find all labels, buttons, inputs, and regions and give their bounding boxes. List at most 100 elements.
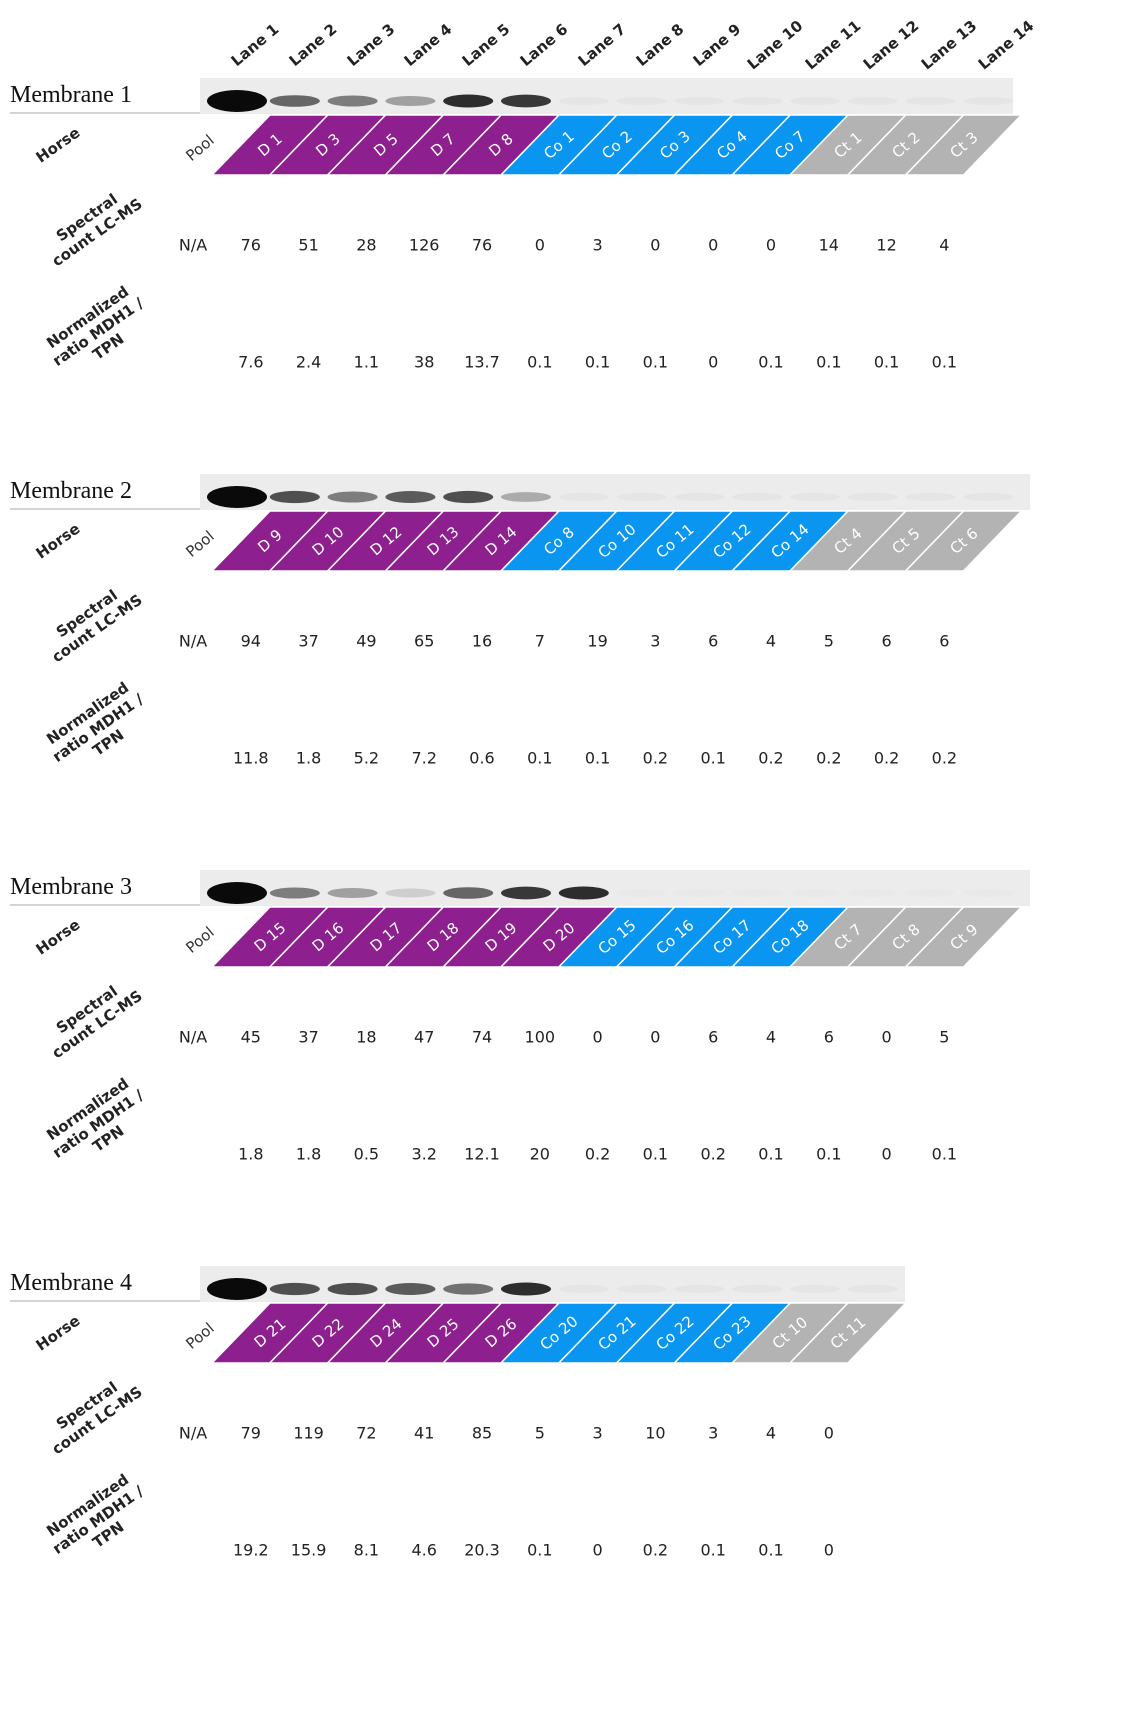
normalized-ratio: 0.2 bbox=[758, 748, 784, 768]
spectral-count: 6 bbox=[823, 1027, 834, 1047]
spectral-count: 85 bbox=[471, 1423, 493, 1443]
normalized-ratio: 0.1 bbox=[642, 1144, 669, 1164]
spectral-count: 18 bbox=[356, 1027, 377, 1047]
blot-band bbox=[501, 94, 551, 108]
blot-band bbox=[616, 888, 667, 898]
spectral-count: 41 bbox=[414, 1423, 435, 1443]
spectral-count: 4 bbox=[939, 235, 950, 255]
normalized-ratio: 0.2 bbox=[931, 748, 958, 768]
spectral-count: 0 bbox=[650, 235, 661, 255]
normalized-ratio: 0.1 bbox=[758, 1144, 784, 1164]
normalized-ratio: 20 bbox=[529, 1144, 550, 1164]
membrane-title: Membrane 1 bbox=[10, 82, 132, 108]
spectral-count: 72 bbox=[356, 1423, 377, 1443]
blot-band bbox=[674, 888, 725, 898]
blot-band bbox=[790, 96, 840, 106]
normalized-ratio: 0.2 bbox=[816, 748, 842, 768]
blot-band bbox=[732, 492, 783, 502]
blot bbox=[200, 474, 1030, 510]
blot-band bbox=[732, 888, 783, 898]
normalized-ratio: 0.2 bbox=[873, 748, 900, 768]
normalized-ratio: 0.1 bbox=[931, 1144, 958, 1164]
spectral-count: 0 bbox=[592, 1027, 603, 1047]
blot-band bbox=[207, 90, 267, 112]
spectral-count: 37 bbox=[298, 631, 319, 651]
blot-band bbox=[327, 887, 378, 899]
normalized-ratio: 1.8 bbox=[295, 1144, 322, 1164]
normalized-ratio: 13.7 bbox=[464, 352, 500, 372]
spectral-count: N/A bbox=[178, 631, 208, 651]
blot-band bbox=[674, 492, 725, 502]
spectral-count: 0 bbox=[823, 1423, 834, 1443]
membrane-title: Membrane 4 bbox=[10, 1270, 132, 1296]
blot-band bbox=[269, 490, 320, 504]
blot bbox=[200, 870, 1030, 906]
normalized-ratio: 0.1 bbox=[758, 1540, 784, 1560]
normalized-ratio: 0.1 bbox=[816, 352, 842, 372]
normalized-ratio: 0.1 bbox=[816, 1144, 842, 1164]
spectral-count: 126 bbox=[408, 235, 440, 255]
horse-cell bbox=[903, 114, 1024, 176]
spectral-count: 10 bbox=[645, 1423, 666, 1443]
normalized-ratio: 19.2 bbox=[232, 1540, 269, 1560]
normalized-ratio: 0.1 bbox=[527, 748, 553, 768]
membrane-title: Membrane 2 bbox=[10, 478, 132, 504]
blot-band bbox=[558, 492, 609, 502]
blot-band bbox=[847, 1284, 898, 1294]
normalized-ratio: 4.6 bbox=[411, 1540, 437, 1560]
normalized-ratio: 0 bbox=[592, 1540, 603, 1560]
normalized-ratio: 0.1 bbox=[700, 748, 726, 768]
blot-band bbox=[385, 888, 436, 898]
normalized-ratio: 0.2 bbox=[584, 1144, 611, 1164]
normalized-ratio: 0.1 bbox=[584, 352, 611, 372]
blot-band bbox=[732, 1284, 783, 1294]
spectral-count: 4 bbox=[765, 631, 777, 651]
normalized-ratio: 0.5 bbox=[353, 1144, 380, 1164]
spectral-count: 6 bbox=[939, 631, 950, 651]
spectral-count: 0 bbox=[534, 235, 545, 255]
normalized-ratio: 5.2 bbox=[353, 748, 380, 768]
normalized-ratio: 0.1 bbox=[527, 352, 553, 372]
blot-band bbox=[674, 96, 725, 106]
blot-band bbox=[443, 490, 494, 504]
blot-band bbox=[327, 1282, 378, 1296]
blot-band bbox=[207, 882, 267, 904]
spectral-count: 6 bbox=[881, 631, 892, 651]
spectral-count: 79 bbox=[240, 1423, 261, 1443]
blot-band bbox=[443, 887, 494, 899]
normalized-ratio: 0.2 bbox=[642, 748, 669, 768]
blot-band bbox=[558, 1284, 609, 1294]
normalized-ratio: 0 bbox=[823, 1540, 834, 1560]
spectral-count: 3 bbox=[708, 1423, 719, 1443]
blot-band bbox=[327, 95, 378, 107]
spectral-count: 45 bbox=[240, 1027, 261, 1047]
blot-band bbox=[558, 96, 609, 106]
blot-band bbox=[616, 1284, 667, 1294]
horse-cell bbox=[903, 510, 1024, 572]
blot-band bbox=[443, 1283, 494, 1295]
blot-band bbox=[269, 887, 320, 899]
spectral-count: 0 bbox=[650, 1027, 661, 1047]
normalized-ratio: 3.2 bbox=[411, 1144, 437, 1164]
normalized-ratio: 20.3 bbox=[464, 1540, 500, 1560]
normalized-ratio: 2.4 bbox=[295, 352, 322, 372]
normalized-ratio: 38 bbox=[414, 352, 435, 372]
horse-cell bbox=[788, 1302, 908, 1364]
normalized-ratio: 0.6 bbox=[469, 748, 495, 768]
normalized-ratio: 0.1 bbox=[700, 1540, 726, 1560]
blot-band bbox=[963, 492, 1014, 502]
spectral-count: 16 bbox=[471, 631, 493, 651]
spectral-count: 4 bbox=[765, 1423, 777, 1443]
spectral-count: 6 bbox=[708, 631, 719, 651]
spectral-count: 5 bbox=[534, 1423, 545, 1443]
blot-band bbox=[501, 1282, 551, 1296]
normalized-ratio: 0.2 bbox=[700, 1144, 726, 1164]
blot-band bbox=[905, 888, 956, 898]
spectral-count: 94 bbox=[240, 631, 261, 651]
blot-band bbox=[674, 1284, 725, 1294]
spectral-count: 3 bbox=[650, 631, 661, 651]
blot-band bbox=[558, 886, 609, 900]
normalized-ratio: 0.2 bbox=[642, 1540, 669, 1560]
